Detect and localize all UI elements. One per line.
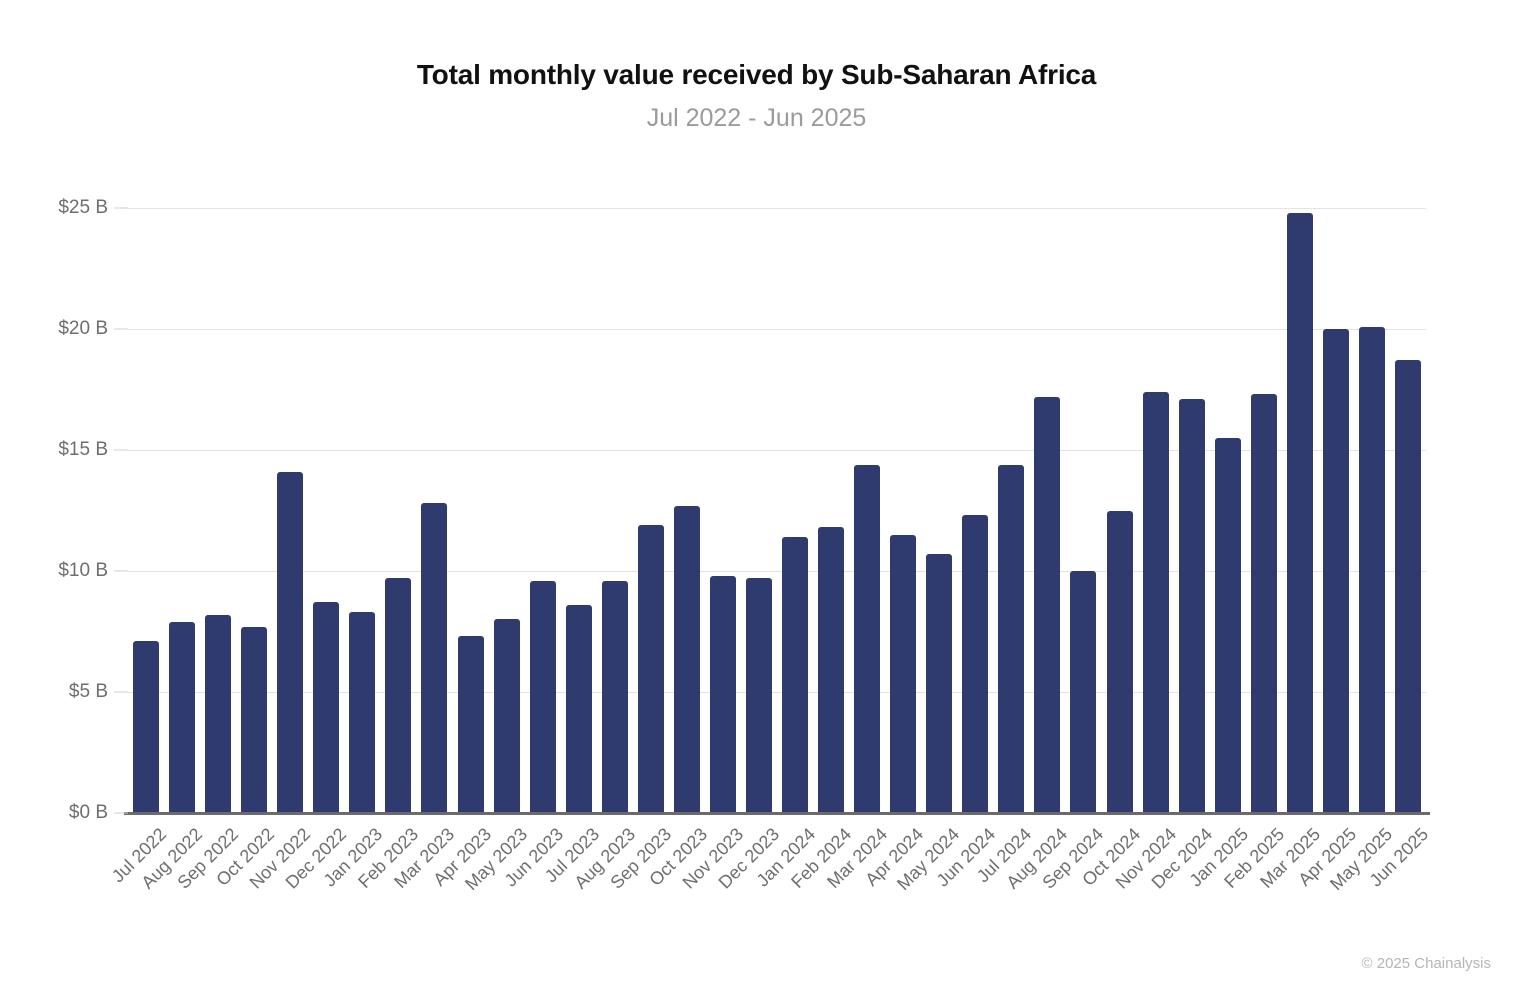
bar-slot <box>885 208 921 813</box>
bar-slot <box>561 208 597 813</box>
bar-slot <box>128 208 164 813</box>
bar-slot <box>416 208 452 813</box>
bar[interactable] <box>241 626 268 813</box>
y-axis-tick-mark <box>114 207 128 209</box>
chart-subtitle: Jul 2022 - Jun 2025 <box>646 103 867 132</box>
bar-slot <box>1029 208 1065 813</box>
bar-slot <box>705 208 741 813</box>
bar-slot <box>525 208 561 813</box>
bar[interactable] <box>637 525 664 813</box>
bar-slot <box>1390 208 1426 813</box>
bar[interactable] <box>1142 391 1169 813</box>
bar-slot <box>921 208 957 813</box>
y-axis-tick-label: $10 B <box>58 560 108 581</box>
bar[interactable] <box>998 464 1025 813</box>
bar-series <box>128 208 1426 813</box>
bar-slot <box>1210 208 1246 813</box>
bar-slot <box>380 208 416 813</box>
y-axis-tick-label: $15 B <box>58 439 108 460</box>
bar-slot <box>344 208 380 813</box>
x-axis-line <box>124 812 1430 815</box>
bar-slot <box>1138 208 1174 813</box>
page-title: Total monthly value received by Sub-Saha… <box>416 59 1097 90</box>
bar[interactable] <box>926 554 953 813</box>
bar[interactable] <box>601 580 628 813</box>
bar[interactable] <box>1106 510 1133 813</box>
bar-slot <box>849 208 885 813</box>
bar[interactable] <box>745 578 772 813</box>
bar[interactable] <box>349 612 376 813</box>
y-axis-tick-mark <box>114 449 128 451</box>
y-axis-tick-label: $25 B <box>58 197 108 218</box>
bar-slot <box>489 208 525 813</box>
y-axis-tick-mark <box>114 691 128 693</box>
bar-slot <box>1102 208 1138 813</box>
bar[interactable] <box>421 503 448 813</box>
bar[interactable] <box>169 621 196 813</box>
bar[interactable] <box>565 604 592 813</box>
bar-slot <box>453 208 489 813</box>
y-axis-tick-mark <box>114 570 128 572</box>
bar-slot <box>1354 208 1390 813</box>
bar[interactable] <box>493 619 520 813</box>
bar-slot <box>597 208 633 813</box>
y-axis-tick-mark <box>114 812 128 814</box>
bar[interactable] <box>890 534 917 813</box>
bar-slot <box>164 208 200 813</box>
bar-slot <box>1282 208 1318 813</box>
bar[interactable] <box>205 614 232 813</box>
bar[interactable] <box>962 515 989 813</box>
bar-slot <box>1065 208 1101 813</box>
bar-slot <box>236 208 272 813</box>
bar-slot <box>813 208 849 813</box>
bar-slot <box>669 208 705 813</box>
bar-slot <box>777 208 813 813</box>
bar[interactable] <box>1070 571 1097 813</box>
bar[interactable] <box>709 575 736 813</box>
bar[interactable] <box>313 602 340 813</box>
bar[interactable] <box>1214 437 1241 813</box>
bar[interactable] <box>818 527 845 813</box>
bar-slot <box>1246 208 1282 813</box>
bar-slot <box>993 208 1029 813</box>
y-axis-tick-label: $0 B <box>68 802 108 823</box>
bar-slot <box>272 208 308 813</box>
bar[interactable] <box>277 471 304 813</box>
title-block: Total monthly value received by Sub-Saha… <box>0 58 1513 134</box>
bar[interactable] <box>385 578 412 813</box>
bar[interactable] <box>1286 212 1313 813</box>
bar[interactable] <box>1250 394 1277 813</box>
bar[interactable] <box>133 641 160 813</box>
bar[interactable] <box>529 580 556 813</box>
y-axis-tick-mark <box>114 328 128 330</box>
x-axis-labels: Jul 2022 Aug 2022 Sep 2022 Oct 2022 Nov 2022… <box>108 818 1432 938</box>
bar-slot <box>633 208 669 813</box>
plot-area <box>124 208 1430 815</box>
bar-slot <box>308 208 344 813</box>
bar-slot <box>1174 208 1210 813</box>
y-axis-tick-label: $5 B <box>68 681 108 702</box>
bar-slot <box>957 208 993 813</box>
bar[interactable] <box>1034 396 1061 813</box>
bar[interactable] <box>1394 360 1421 813</box>
bar-slot <box>200 208 236 813</box>
attribution-text: © 2025 Chainalysis <box>1361 955 1491 972</box>
bar[interactable] <box>1178 399 1205 813</box>
bar-slot <box>1318 208 1354 813</box>
bar[interactable] <box>782 537 809 813</box>
bar[interactable] <box>854 464 881 813</box>
bar[interactable] <box>457 636 484 813</box>
bar[interactable] <box>1358 326 1385 813</box>
bar[interactable] <box>673 505 700 813</box>
y-axis-tick-label: $20 B <box>58 318 108 339</box>
bar-slot <box>741 208 777 813</box>
bar[interactable] <box>1322 329 1349 813</box>
